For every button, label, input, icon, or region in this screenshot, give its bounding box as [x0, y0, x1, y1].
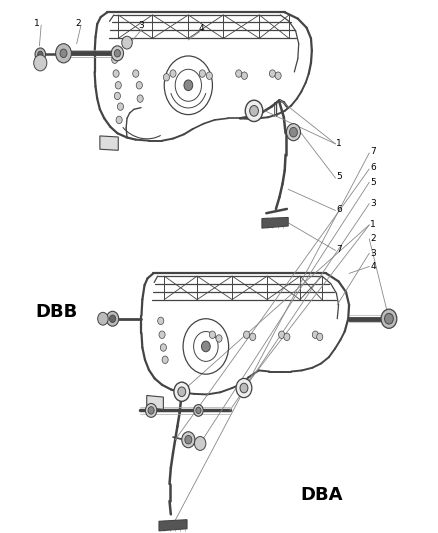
- Circle shape: [174, 382, 190, 401]
- Circle shape: [245, 100, 263, 122]
- Circle shape: [170, 70, 176, 77]
- Text: 5: 5: [370, 178, 376, 187]
- Circle shape: [250, 333, 256, 341]
- Circle shape: [284, 333, 290, 341]
- Text: 2: 2: [75, 19, 81, 28]
- Circle shape: [240, 383, 248, 393]
- Text: 7: 7: [370, 148, 376, 156]
- Circle shape: [158, 317, 164, 325]
- Circle shape: [159, 331, 165, 338]
- Text: 1: 1: [34, 19, 40, 28]
- Circle shape: [184, 80, 193, 91]
- Circle shape: [137, 95, 143, 102]
- Circle shape: [279, 331, 285, 338]
- Polygon shape: [262, 217, 288, 228]
- Circle shape: [113, 70, 119, 77]
- Circle shape: [381, 309, 397, 328]
- Text: 5: 5: [336, 173, 342, 181]
- Text: 1: 1: [336, 140, 342, 148]
- Circle shape: [116, 116, 122, 124]
- Circle shape: [106, 311, 119, 326]
- Text: 2: 2: [370, 235, 376, 243]
- Circle shape: [160, 344, 166, 351]
- Circle shape: [385, 313, 393, 324]
- Polygon shape: [100, 136, 118, 150]
- Circle shape: [199, 70, 205, 77]
- Circle shape: [206, 72, 212, 79]
- Text: 6: 6: [336, 205, 342, 214]
- Circle shape: [236, 378, 252, 398]
- Circle shape: [182, 432, 195, 448]
- Circle shape: [312, 331, 318, 338]
- Circle shape: [185, 435, 192, 444]
- Text: 3: 3: [138, 21, 144, 30]
- Text: DBB: DBB: [35, 303, 77, 321]
- Circle shape: [162, 356, 168, 364]
- Circle shape: [275, 72, 281, 79]
- Circle shape: [241, 72, 247, 79]
- Text: 4: 4: [370, 262, 376, 271]
- Circle shape: [250, 106, 258, 116]
- Circle shape: [115, 82, 121, 89]
- Circle shape: [236, 70, 242, 77]
- Circle shape: [122, 36, 132, 49]
- Circle shape: [194, 437, 206, 450]
- Circle shape: [317, 333, 323, 341]
- Text: 3: 3: [370, 249, 376, 257]
- Text: 6: 6: [370, 164, 376, 172]
- Circle shape: [112, 56, 118, 63]
- Circle shape: [136, 82, 142, 89]
- Circle shape: [34, 55, 47, 71]
- Circle shape: [110, 315, 116, 322]
- Polygon shape: [159, 520, 187, 531]
- Circle shape: [145, 403, 157, 417]
- Circle shape: [178, 387, 186, 397]
- Text: DBA: DBA: [300, 486, 343, 504]
- Circle shape: [216, 335, 222, 342]
- Circle shape: [60, 49, 67, 58]
- Circle shape: [98, 312, 108, 325]
- Circle shape: [114, 50, 120, 57]
- Circle shape: [35, 48, 46, 61]
- Circle shape: [133, 70, 139, 77]
- Text: 4: 4: [199, 24, 204, 33]
- Circle shape: [148, 407, 154, 414]
- Circle shape: [194, 405, 203, 416]
- Circle shape: [269, 70, 276, 77]
- Circle shape: [56, 44, 71, 63]
- Text: 7: 7: [336, 245, 342, 254]
- Circle shape: [286, 124, 300, 141]
- Circle shape: [196, 407, 201, 414]
- Circle shape: [38, 51, 43, 58]
- Polygon shape: [147, 395, 163, 409]
- Circle shape: [209, 331, 215, 338]
- Circle shape: [117, 103, 124, 110]
- Text: 1: 1: [370, 221, 376, 229]
- Circle shape: [111, 46, 124, 61]
- Circle shape: [163, 74, 170, 81]
- Circle shape: [244, 331, 250, 338]
- Text: 3: 3: [370, 199, 376, 208]
- Circle shape: [290, 127, 297, 137]
- Circle shape: [201, 341, 210, 352]
- Circle shape: [114, 92, 120, 100]
